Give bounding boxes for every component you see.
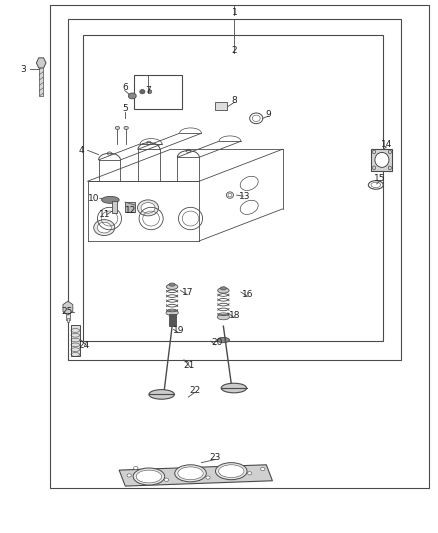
- Text: 12: 12: [125, 206, 136, 215]
- Ellipse shape: [219, 465, 244, 478]
- Ellipse shape: [247, 472, 252, 475]
- Text: 10: 10: [88, 194, 100, 203]
- Text: 15: 15: [374, 174, 386, 183]
- Ellipse shape: [206, 476, 210, 479]
- Ellipse shape: [149, 390, 174, 399]
- Text: 20: 20: [211, 338, 223, 347]
- Text: 1: 1: [231, 8, 237, 17]
- Text: 17: 17: [182, 288, 193, 297]
- Text: 2: 2: [232, 46, 237, 55]
- Ellipse shape: [175, 465, 206, 482]
- Ellipse shape: [127, 474, 131, 477]
- Ellipse shape: [164, 478, 169, 481]
- Ellipse shape: [217, 314, 230, 320]
- Bar: [71, 325, 80, 356]
- Text: 21: 21: [184, 361, 195, 369]
- Text: 24: 24: [78, 341, 90, 350]
- Text: 18: 18: [229, 311, 240, 320]
- Text: 11: 11: [99, 210, 110, 219]
- Ellipse shape: [148, 90, 152, 94]
- Ellipse shape: [217, 337, 230, 343]
- Ellipse shape: [94, 220, 115, 236]
- Ellipse shape: [220, 287, 226, 290]
- Text: 19: 19: [173, 326, 184, 335]
- Ellipse shape: [138, 200, 159, 216]
- Text: 9: 9: [265, 110, 271, 118]
- Ellipse shape: [221, 383, 247, 393]
- Ellipse shape: [166, 310, 178, 316]
- Bar: [67, 318, 69, 322]
- Text: 25: 25: [61, 308, 72, 316]
- Bar: [39, 64, 43, 96]
- Ellipse shape: [215, 463, 247, 480]
- Ellipse shape: [141, 203, 155, 213]
- Ellipse shape: [169, 283, 175, 286]
- Polygon shape: [371, 149, 392, 171]
- Bar: [112, 201, 117, 213]
- Ellipse shape: [166, 284, 178, 289]
- Text: 23: 23: [210, 453, 221, 462]
- Bar: [66, 309, 70, 320]
- Ellipse shape: [218, 288, 229, 293]
- Text: 7: 7: [145, 86, 151, 95]
- Ellipse shape: [261, 467, 265, 471]
- Text: 3: 3: [20, 65, 26, 74]
- Ellipse shape: [97, 222, 111, 233]
- Ellipse shape: [115, 126, 120, 130]
- Bar: [83, 35, 383, 341]
- Ellipse shape: [128, 93, 136, 99]
- Bar: [169, 314, 176, 326]
- Bar: [125, 202, 135, 212]
- Text: 22: 22: [189, 386, 201, 394]
- Ellipse shape: [136, 470, 162, 483]
- Text: 5: 5: [122, 104, 128, 113]
- Ellipse shape: [140, 90, 145, 94]
- Ellipse shape: [102, 197, 119, 203]
- Text: 4: 4: [78, 146, 84, 155]
- Text: 8: 8: [231, 96, 237, 104]
- Polygon shape: [119, 465, 272, 486]
- Bar: [134, 75, 182, 109]
- Text: 6: 6: [122, 84, 128, 92]
- Ellipse shape: [133, 468, 165, 485]
- Ellipse shape: [124, 126, 128, 130]
- Text: 13: 13: [239, 192, 250, 200]
- Ellipse shape: [178, 467, 203, 480]
- Text: 16: 16: [242, 290, 253, 298]
- Ellipse shape: [375, 152, 389, 167]
- Bar: [68, 19, 401, 360]
- Ellipse shape: [134, 466, 138, 470]
- Bar: [215, 102, 227, 110]
- Text: 14: 14: [381, 141, 392, 149]
- Bar: [50, 5, 429, 488]
